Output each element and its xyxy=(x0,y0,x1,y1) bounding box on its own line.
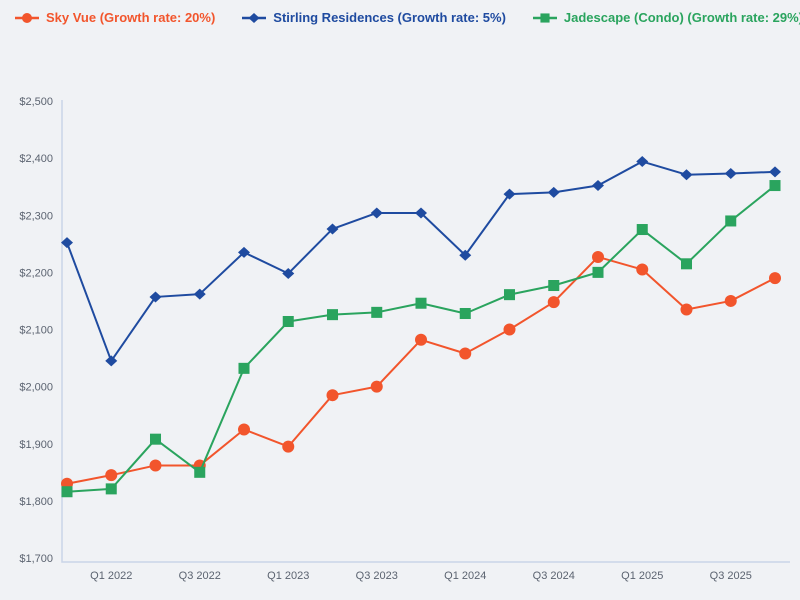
data-point-diamond xyxy=(680,169,693,181)
data-point-circle xyxy=(459,347,472,360)
data-point-square xyxy=(326,309,339,321)
data-point-circle xyxy=(592,250,604,263)
y-axis-tick-label: $2,200 xyxy=(19,267,53,279)
data-point-square xyxy=(238,362,250,374)
stirling-marker-icon xyxy=(241,11,267,25)
legend-label-jadescape: Jadescape (Condo) (Growth rate: 29%) xyxy=(563,10,800,25)
data-point-circle xyxy=(769,272,781,285)
data-point-square xyxy=(415,297,427,309)
series-line-1 xyxy=(66,160,776,362)
data-point-circle xyxy=(503,323,516,336)
data-point-diamond xyxy=(503,188,516,200)
data-point-diamond xyxy=(193,288,206,300)
data-point-diamond xyxy=(105,355,118,367)
data-point-square xyxy=(371,306,383,318)
data-point-square xyxy=(61,486,73,498)
y-axis-tick-label: $2,100 xyxy=(19,325,53,337)
data-point-square xyxy=(540,12,550,23)
data-point-diamond xyxy=(61,237,73,249)
data-point-diamond xyxy=(149,291,162,303)
data-point-square xyxy=(636,224,648,236)
data-point-diamond xyxy=(547,186,560,198)
data-point-diamond xyxy=(459,249,472,261)
data-point-square xyxy=(592,266,604,278)
chart-legend: Sky Vue (Growth rate: 20%) Stirling Resi… xyxy=(14,10,800,25)
jadescape-marker-icon xyxy=(532,11,558,25)
data-point-square xyxy=(503,289,516,301)
data-point-diamond xyxy=(248,12,260,23)
data-point-square xyxy=(282,315,294,328)
data-point-square xyxy=(680,258,693,270)
x-axis-tick-label: Q1 2023 xyxy=(267,570,309,582)
x-axis-tick-label: Q3 2022 xyxy=(179,570,221,582)
x-axis-tick-label: Q3 2023 xyxy=(356,570,398,582)
y-axis-tick-label: $2,300 xyxy=(19,210,53,222)
data-point-diamond xyxy=(415,207,427,219)
data-point-circle xyxy=(105,469,118,482)
legend-label-stirling-residences: Stirling Residences (Growth rate: 5%) xyxy=(273,10,506,25)
y-axis-tick-label: $2,500 xyxy=(19,96,53,108)
data-point-circle xyxy=(282,440,295,453)
data-point-diamond xyxy=(282,268,295,280)
legend-label-sky-vue: Sky Vue (Growth rate: 20%) xyxy=(46,10,216,25)
legend-item-stirling-residences[interactable]: Stirling Residences (Growth rate: 5%) xyxy=(241,10,506,25)
y-axis-tick-label: $2,400 xyxy=(19,153,53,165)
data-point-circle xyxy=(238,423,250,436)
data-point-circle xyxy=(149,459,162,472)
data-point-circle xyxy=(680,303,693,316)
axis-lines xyxy=(61,100,790,563)
data-point-square xyxy=(105,483,117,495)
data-point-circle xyxy=(370,380,383,393)
x-axis-tick-label: Q1 2024 xyxy=(444,570,486,582)
data-point-square xyxy=(459,307,471,320)
data-point-diamond xyxy=(326,223,339,235)
data-point-circle xyxy=(724,294,737,307)
data-point-diamond xyxy=(370,207,383,219)
y-axis-tick-label: $1,800 xyxy=(19,496,53,508)
data-point-square xyxy=(769,180,781,192)
x-axis-tick-label: Q1 2025 xyxy=(621,570,663,582)
data-point-diamond xyxy=(636,156,649,168)
data-point-circle xyxy=(547,296,560,309)
data-point-diamond xyxy=(769,166,781,178)
data-point-square xyxy=(548,280,560,292)
data-point-circle xyxy=(22,12,32,23)
data-point-diamond xyxy=(592,180,604,192)
x-axis-tick-label: Q3 2025 xyxy=(710,570,752,582)
legend-item-sky-vue[interactable]: Sky Vue (Growth rate: 20%) xyxy=(14,10,215,25)
data-point-square xyxy=(194,466,206,478)
x-axis-tick-label: Q3 2024 xyxy=(533,570,575,582)
y-axis-tick-label: $1,700 xyxy=(19,553,53,565)
data-point-diamond xyxy=(238,246,250,258)
legend-item-jadescape[interactable]: Jadescape (Condo) (Growth rate: 29%) xyxy=(532,10,800,25)
data-point-diamond xyxy=(724,168,737,180)
y-axis-tick-label: $1,900 xyxy=(19,439,53,451)
sky-vue-marker-icon xyxy=(14,11,40,25)
y-axis-tick-label: $2,000 xyxy=(19,382,53,394)
data-point-circle xyxy=(636,263,649,276)
data-point-square xyxy=(725,215,737,227)
series-line-0 xyxy=(66,255,776,485)
data-point-square xyxy=(149,433,162,445)
x-axis-tick-label: Q1 2022 xyxy=(90,570,132,582)
data-point-circle xyxy=(415,333,427,346)
data-point-circle xyxy=(326,389,339,402)
